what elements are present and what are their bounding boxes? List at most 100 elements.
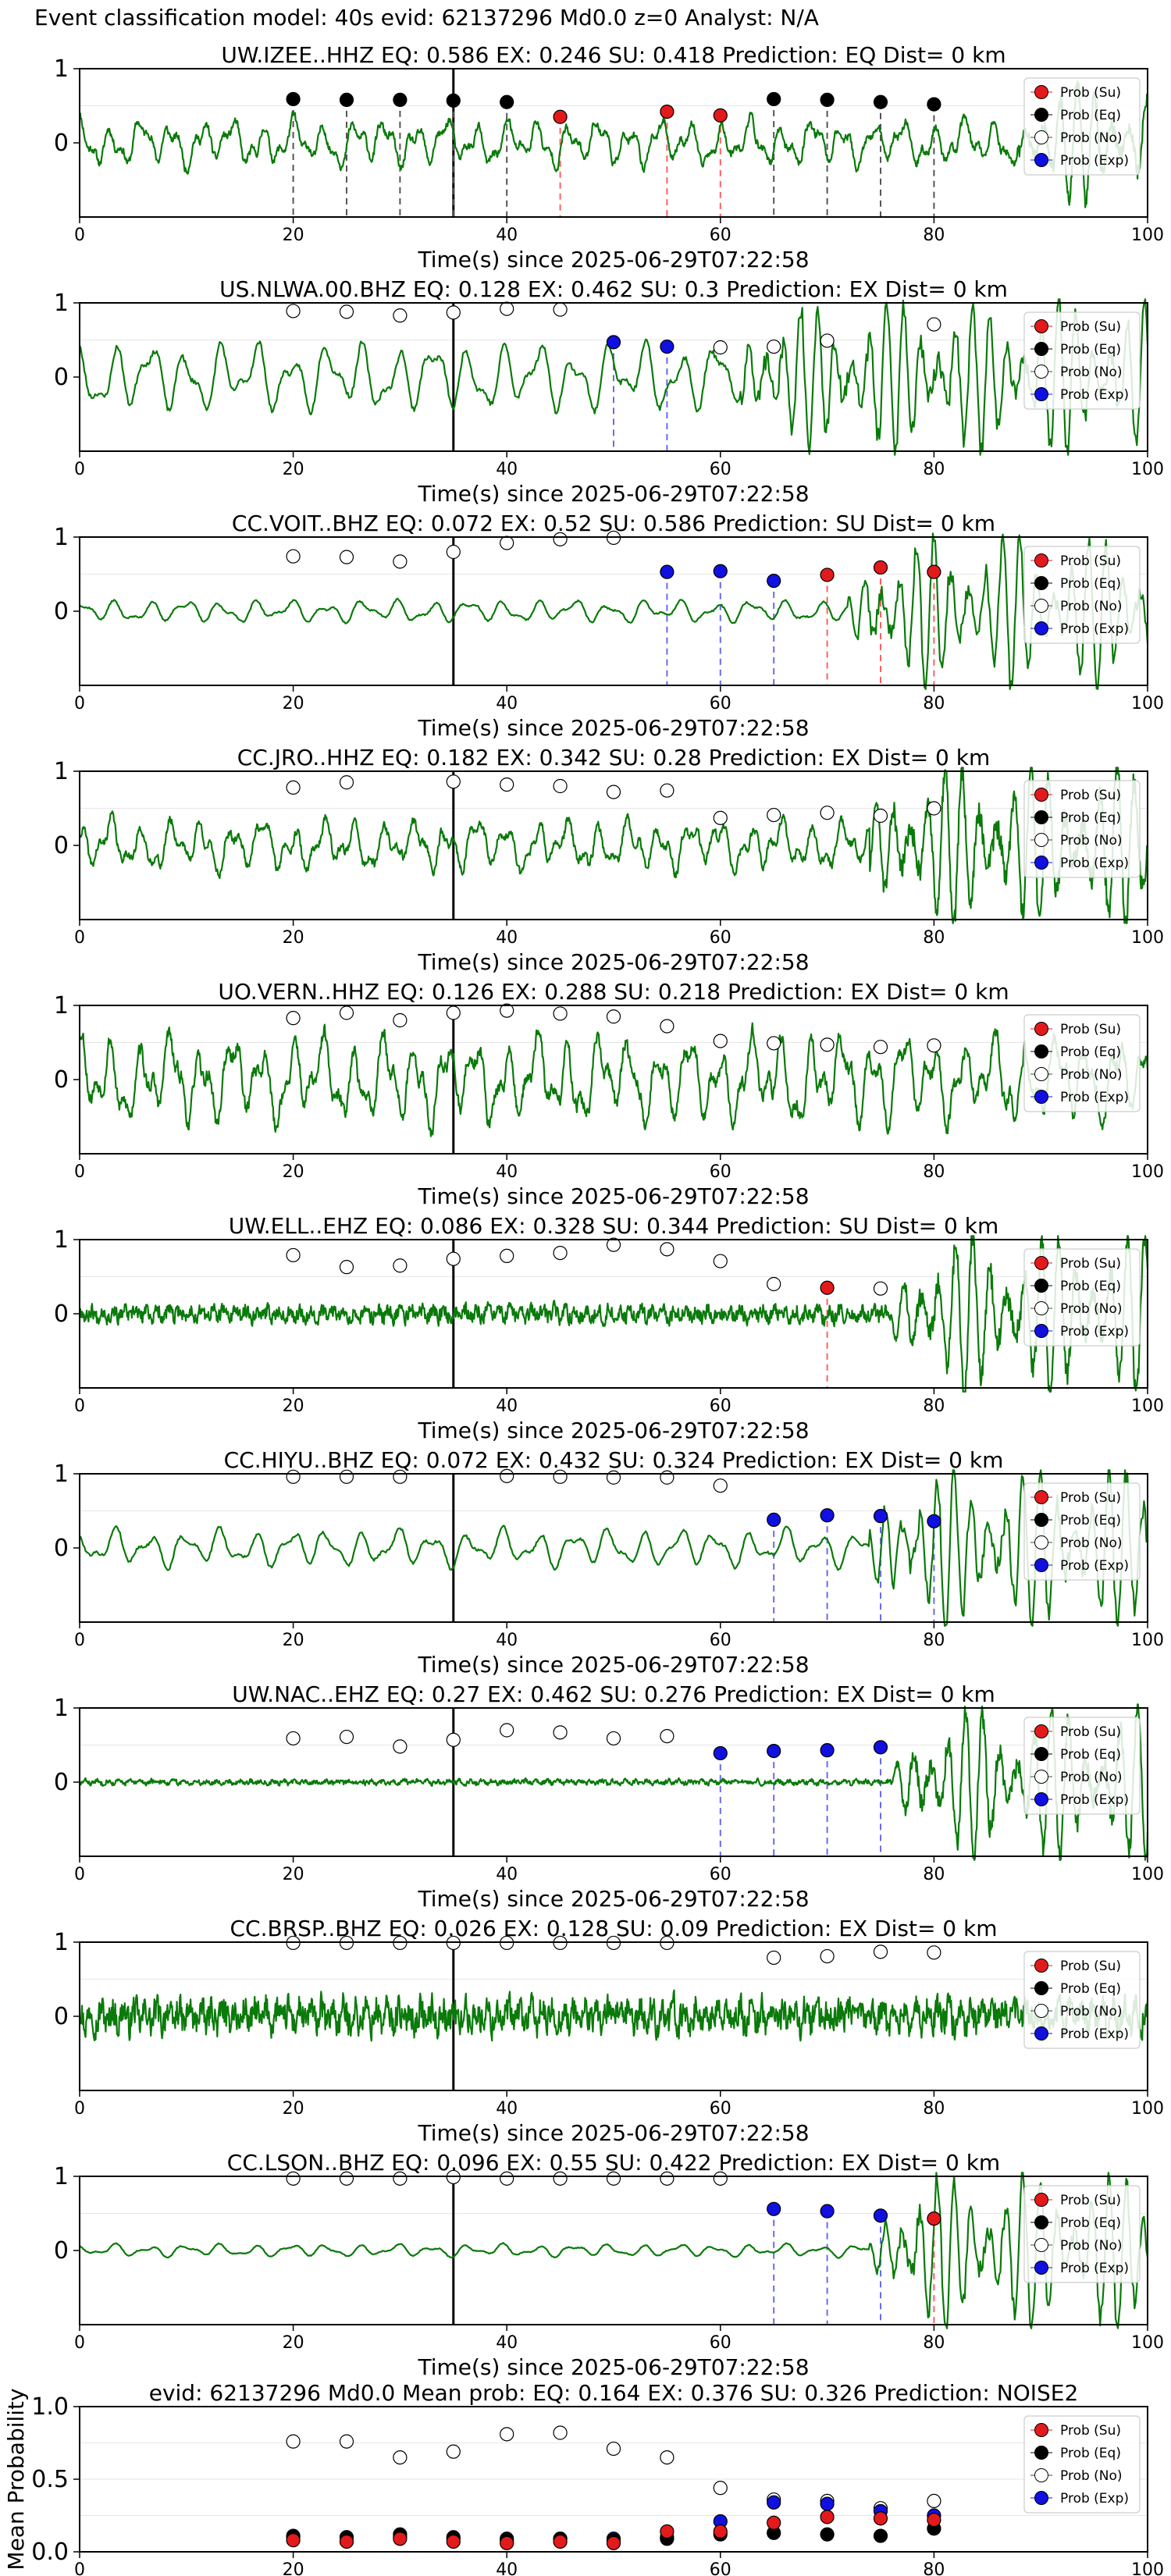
x-tick-label: 20 (283, 2099, 304, 2119)
legend-marker-eq (1034, 2215, 1048, 2229)
prob-point-no (660, 2171, 674, 2186)
prob-point-no (713, 2171, 728, 2186)
legend-marker-exp (1034, 1090, 1048, 1104)
x-tick-label: 80 (923, 1865, 945, 1884)
prob-point-eq (927, 97, 941, 112)
panel-title: US.NLWA.00.BHZ EQ: 0.128 EX: 0.462 SU: 0… (219, 276, 1008, 302)
legend-label-no: Prob (No) (1060, 1301, 1123, 1317)
prob-point-no (606, 1731, 621, 1746)
legend-marker-exp (1034, 1558, 1048, 1572)
legend-marker-no (1034, 2238, 1048, 2252)
legend-marker-su (1034, 85, 1048, 99)
legend-label-exp: Prob (Exp) (1060, 621, 1129, 637)
legend-label-no: Prob (No) (1060, 365, 1123, 380)
x-tick-label: 100 (1131, 226, 1164, 245)
y-tick-label: 0 (54, 832, 69, 859)
legend-label-no: Prob (No) (1060, 833, 1123, 849)
prob-point-no (713, 1254, 728, 1268)
y-tick-label: 1 (54, 524, 69, 551)
legend-label-exp: Prob (Exp) (1060, 1090, 1129, 1105)
y-tick-label: 1 (54, 2163, 69, 2190)
prob-point-exp (820, 2204, 835, 2218)
waveform-trace (79, 767, 1148, 924)
prob-point-exp (820, 1508, 835, 1523)
legend-marker-no (1034, 2004, 1048, 2018)
prob-point-no (606, 2171, 621, 2186)
x-axis-label: Time(s) since 2025-06-29T07:22:58 (417, 2120, 809, 2146)
legend-label-no: Prob (No) (1060, 599, 1123, 614)
x-tick-label: 100 (1131, 1397, 1164, 1416)
legend-label-no: Prob (No) (1060, 1535, 1123, 1551)
panel-title: UW.ELL..EHZ EQ: 0.086 EX: 0.328 SU: 0.34… (229, 1213, 999, 1239)
panel-title: UW.NAC..EHZ EQ: 0.27 EX: 0.462 SU: 0.276… (232, 1681, 995, 1707)
prob-point-no (446, 1251, 461, 1266)
x-tick-label: 100 (1131, 1162, 1164, 1182)
prob-point-no (767, 1036, 781, 1051)
prob-point-no (393, 554, 408, 569)
legend-label-exp: Prob (Exp) (1060, 2491, 1129, 2507)
legend-label-exp: Prob (Exp) (1060, 2026, 1129, 2042)
mean-point-exp (820, 2496, 835, 2511)
x-tick-label: 20 (283, 2560, 304, 2576)
x-tick-label: 80 (923, 1397, 945, 1416)
prob-point-exp (873, 1740, 888, 1755)
legend-label-exp: Prob (Exp) (1060, 387, 1129, 403)
legend-box (1023, 780, 1141, 878)
x-tick-label: 100 (1131, 460, 1164, 479)
prob-point-no (553, 778, 568, 794)
mean-point-no (446, 2444, 461, 2459)
x-tick-label: 60 (710, 1631, 731, 1650)
legend-label-exp: Prob (Exp) (1060, 856, 1129, 871)
station-panel-3: CC.VOIT..BHZ EQ: 0.072 EX: 0.52 SU: 0.58… (54, 511, 1164, 741)
prob-point-no (339, 1729, 354, 1745)
prob-point-su (927, 2211, 941, 2226)
legend-marker-exp (1034, 1324, 1048, 1338)
prob-point-su (713, 108, 728, 123)
legend-marker-no (1034, 1067, 1048, 1081)
axes-frame (79, 68, 1148, 218)
prob-point-no (606, 1009, 621, 1024)
mean-probability-panel: evid: 62137296 Md0.0 Mean prob: EQ: 0.16… (3, 2380, 1164, 2576)
prob-point-no (553, 532, 568, 546)
prob-point-no (339, 304, 354, 319)
waveform-trace (79, 1989, 1149, 2042)
legend-box (1023, 77, 1141, 176)
prob-point-exp (660, 564, 674, 579)
x-tick-label: 0 (74, 1631, 85, 1650)
mean-point-no (393, 2450, 408, 2465)
x-tick-label: 80 (923, 694, 945, 713)
legend-label-eq: Prob (Eq) (1060, 576, 1121, 592)
legend-marker-eq (1034, 810, 1048, 824)
x-tick-label: 0 (74, 226, 85, 245)
x-tick-label: 20 (283, 2333, 304, 2353)
x-axis-label: Time(s) since 2025-06-29T07:22:58 (417, 715, 809, 741)
prob-point-eq (446, 93, 461, 108)
y-tick-label: 1 (54, 1929, 69, 1956)
x-tick-label: 0 (74, 928, 85, 948)
prob-point-su (820, 568, 835, 582)
prob-point-no (873, 1281, 888, 1296)
x-tick-label: 100 (1131, 1865, 1164, 1884)
x-axis-label: Time(s) since 2025-06-29T07:22:58 (417, 1183, 809, 1209)
x-tick-label: 20 (283, 1162, 304, 1182)
legend-label-exp: Prob (Exp) (1060, 2261, 1129, 2276)
prob-point-exp (767, 1512, 781, 1528)
mean-point-su (660, 2524, 674, 2539)
y-tick-label: 0 (54, 2003, 69, 2030)
x-tick-label: 40 (496, 460, 518, 479)
prob-point-no (339, 2171, 354, 2186)
legend-marker-eq (1034, 1513, 1048, 1527)
legend-marker-su (1034, 1724, 1048, 1738)
legend-marker-exp (1034, 387, 1048, 401)
prob-point-su (820, 1280, 835, 1295)
prob-point-no (446, 774, 461, 789)
prob-point-eq (767, 91, 781, 107)
prob-point-no (606, 785, 621, 799)
panel-title: CC.HIYU..BHZ EQ: 0.072 EX: 0.432 SU: 0.3… (224, 1447, 1004, 1473)
x-tick-label: 0 (74, 2333, 85, 2353)
prob-point-no (393, 1012, 408, 1028)
mean-point-no (927, 2493, 941, 2508)
legend-marker-no (1034, 1770, 1048, 1784)
prob-point-no (553, 302, 568, 317)
legend-label-no: Prob (No) (1060, 2004, 1123, 2019)
